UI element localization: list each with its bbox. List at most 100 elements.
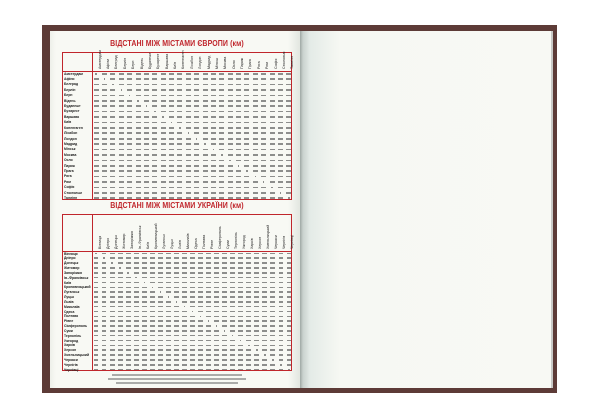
table-cell — [286, 252, 292, 255]
table-cell — [254, 276, 260, 279]
table-cell — [118, 197, 124, 200]
table-cell — [191, 310, 194, 313]
table-cell — [214, 267, 220, 269]
table-cell — [202, 154, 208, 156]
table-cell — [261, 170, 267, 172]
table-cell — [222, 315, 228, 318]
table-cell — [278, 257, 284, 260]
table-cell — [246, 286, 252, 289]
table-cell — [143, 116, 149, 118]
table-cell — [277, 137, 283, 140]
table-cell — [125, 325, 131, 327]
table-cell — [117, 305, 123, 308]
table-cell — [101, 334, 107, 337]
table-cell — [165, 315, 171, 318]
table-cell — [102, 143, 108, 145]
table-cell — [254, 257, 260, 260]
table-cell — [101, 281, 107, 284]
table-cell — [190, 330, 195, 332]
table-cell — [157, 262, 163, 264]
table-cell — [278, 305, 284, 308]
table-cell — [133, 301, 139, 303]
table-cell — [244, 121, 250, 124]
table-cell — [286, 83, 292, 86]
table-cell — [230, 339, 236, 342]
column-header: Житомир — [121, 233, 126, 249]
table-cell — [261, 99, 267, 102]
table-cell — [103, 78, 106, 80]
table-cell — [270, 262, 276, 264]
table-cell — [169, 197, 175, 200]
table-cell — [165, 252, 171, 255]
table-cell — [174, 252, 179, 255]
column-header: Відень — [139, 57, 144, 69]
table-cell — [177, 132, 183, 135]
table-cell — [261, 186, 267, 189]
table-cell — [152, 197, 158, 200]
left-page — [50, 31, 300, 388]
table-cell — [286, 164, 292, 167]
table-cell — [102, 89, 108, 91]
table-cell — [190, 363, 195, 366]
table-cell — [118, 143, 124, 145]
table-cell — [206, 334, 211, 337]
table-cell — [125, 262, 131, 264]
column-header: Софія — [273, 58, 278, 69]
table-cell — [238, 344, 244, 347]
table-cell — [262, 310, 268, 313]
table-cell — [102, 116, 108, 118]
table-cell — [141, 320, 147, 322]
table-cell — [246, 281, 252, 284]
table-cell — [118, 99, 124, 102]
table-cell — [160, 159, 166, 162]
table-cell — [222, 271, 228, 274]
column-header: Будапешт — [147, 52, 152, 69]
column-header: Бухарест — [156, 53, 161, 69]
table-cell — [238, 363, 244, 366]
table-cell — [101, 368, 107, 371]
table-cell — [127, 148, 133, 151]
table-cell — [202, 175, 208, 178]
table-cell — [141, 310, 147, 313]
table-cell — [93, 363, 99, 366]
table-cell — [174, 296, 179, 298]
table-cell — [117, 257, 123, 260]
table-cell — [252, 94, 258, 97]
table-cell — [165, 281, 171, 284]
table-cell — [169, 127, 175, 129]
column-header: Рівне — [210, 239, 215, 249]
table-cell — [286, 94, 292, 97]
table-cell — [160, 164, 166, 167]
table-cell — [102, 110, 108, 113]
table-cell — [157, 310, 163, 313]
table-cell — [125, 286, 131, 289]
table-cell — [236, 175, 242, 178]
table-cell — [222, 320, 228, 322]
table-cell — [227, 132, 233, 135]
table-cell — [214, 330, 220, 332]
column-header: Ужгород — [242, 235, 247, 249]
table-cell — [135, 143, 141, 145]
table-cell — [135, 121, 141, 124]
table-cell — [222, 339, 228, 342]
table-cell — [210, 181, 216, 183]
table-cell — [244, 132, 250, 135]
table-cell — [206, 276, 211, 279]
table-cell — [246, 276, 252, 279]
table-cell — [174, 359, 179, 361]
table-cell — [101, 291, 107, 293]
table-cell — [127, 271, 129, 274]
row-label: Вінниця — [64, 251, 78, 256]
table-cell — [152, 127, 158, 129]
table-cell — [117, 301, 123, 303]
table-cell — [185, 83, 191, 86]
table-cell — [286, 154, 292, 156]
table-cell — [252, 83, 258, 86]
table-cell — [269, 175, 275, 178]
row-label: Хмельницький — [64, 353, 90, 358]
table-cell — [149, 252, 155, 255]
table-cell — [277, 121, 283, 124]
table-cell — [101, 296, 107, 298]
column-header: Лісабон — [189, 56, 194, 69]
table-cell — [206, 354, 211, 356]
